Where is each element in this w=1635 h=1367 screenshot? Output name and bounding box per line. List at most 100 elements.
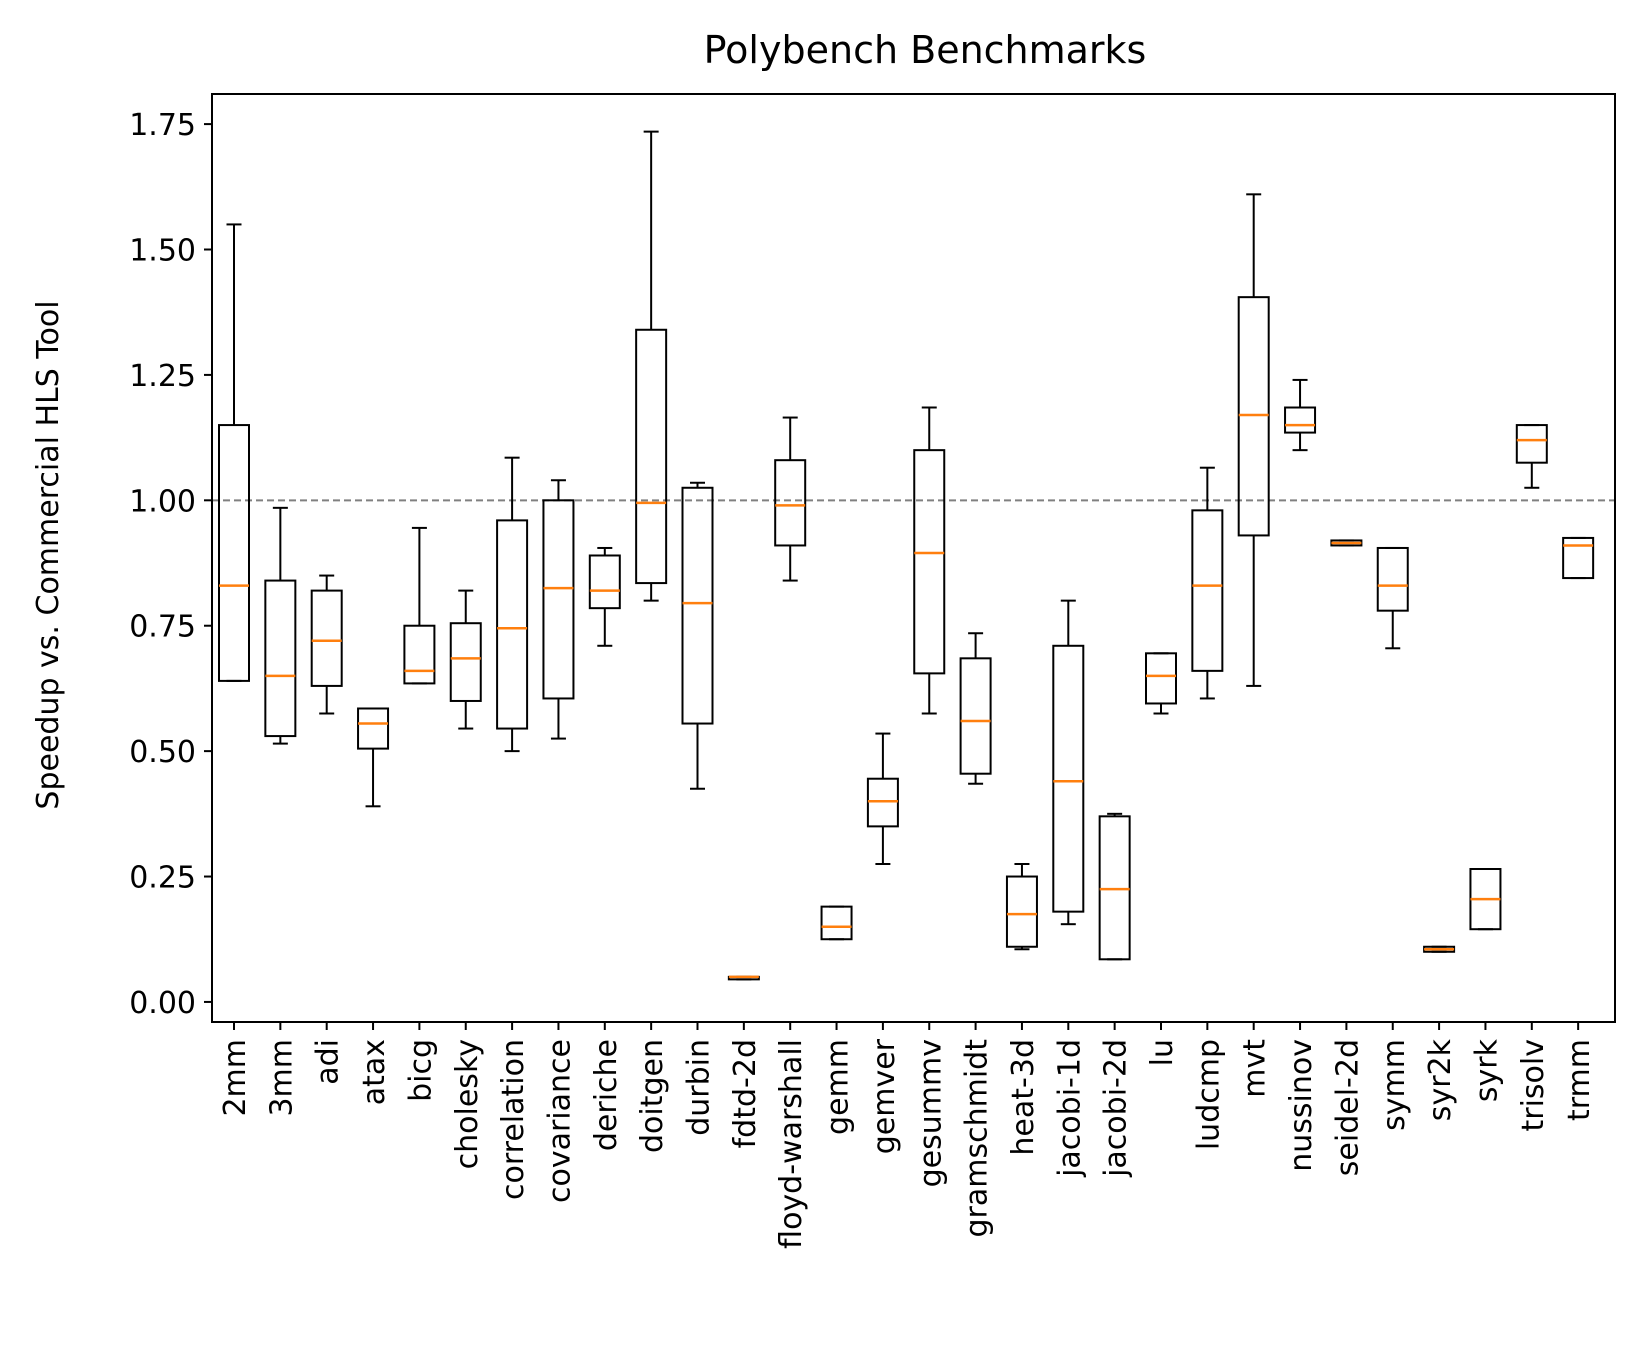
box-adi <box>310 574 343 715</box>
x-tick-label: gesummv <box>913 1039 948 1187</box>
y-tick-label: 1.00 <box>129 484 196 519</box>
box-body <box>820 905 853 941</box>
y-tick-label: 1.25 <box>129 359 196 394</box>
box-lu <box>1145 652 1177 715</box>
box-gramschmidt <box>959 632 992 785</box>
y-tick-label: 0.75 <box>129 610 196 645</box>
x-tick-label: jacobi-1d <box>1052 1039 1087 1178</box>
chart-title: Polybench Benchmarks <box>704 28 1147 72</box>
box-trisolv <box>1515 424 1548 489</box>
box-correlation <box>496 456 529 753</box>
x-tick-label: covariance <box>542 1039 577 1203</box>
box-durbin <box>681 481 714 790</box>
box-atax <box>357 707 390 808</box>
box-body <box>1562 536 1595 580</box>
x-tick-label: bicg <box>403 1039 438 1102</box>
x-tick-label: adi <box>311 1039 346 1085</box>
box-gesummv <box>913 406 946 715</box>
box-seidel-2d <box>1330 539 1363 547</box>
box-body <box>449 622 482 702</box>
box-3mm <box>264 506 297 745</box>
box-symm <box>1376 546 1409 650</box>
x-tick-label: correlation <box>496 1039 531 1200</box>
x-tick-label: durbin <box>682 1039 717 1136</box>
y-tick-label: 1.75 <box>129 108 196 143</box>
box-body <box>913 449 946 675</box>
box-gemver <box>866 732 899 865</box>
box-trmm <box>1562 536 1595 580</box>
x-tick-label: nussinov <box>1284 1039 1319 1172</box>
box-body <box>357 707 390 750</box>
box-body <box>1098 815 1131 961</box>
x-tick-label: fdtd-2d <box>728 1039 763 1148</box>
x-tick-label: trisolv <box>1516 1039 1551 1132</box>
box-body <box>1005 875 1038 948</box>
box-syr2k <box>1423 945 1456 953</box>
box-body <box>866 777 899 828</box>
box-heat-3d <box>1005 862 1038 951</box>
x-ticks-layer: 2mm 3mm adi atax bicg cholesky correlation cova… <box>218 1022 1597 1249</box>
x-tick-label: lu <box>1145 1039 1180 1066</box>
box-body <box>310 589 343 687</box>
box-body <box>1237 296 1270 537</box>
x-tick-label: jacobi-2d <box>1099 1039 1134 1178</box>
box-mvt <box>1237 193 1270 687</box>
x-tick-label: 3mm <box>264 1039 299 1117</box>
x-tick-label: floyd-warshall <box>774 1039 809 1249</box>
boxes-layer <box>218 130 1595 981</box>
y-tick-label: 0.25 <box>129 861 196 896</box>
plot-frame <box>211 93 1616 1023</box>
box-body <box>774 459 807 547</box>
box-body <box>403 624 436 685</box>
box-floyd-warshall <box>774 416 807 582</box>
box-doitgen <box>635 130 668 602</box>
y-ticks-layer: 0.00 0.25 0.50 0.75 1.00 1.25 1.50 1.75 <box>129 108 212 1021</box>
box-jacobi-2d <box>1098 812 1131 961</box>
box-covariance <box>542 479 575 740</box>
box-gemm <box>820 905 853 941</box>
x-tick-label: syr2k <box>1423 1038 1458 1121</box>
x-tick-label: mvt <box>1238 1039 1273 1098</box>
box-body <box>959 657 992 775</box>
box-2mm <box>218 223 250 682</box>
x-tick-label: cholesky <box>450 1039 485 1169</box>
box-syrk <box>1469 868 1502 931</box>
box-fdtd-2d <box>727 975 760 981</box>
x-tick-label: trmm <box>1562 1039 1597 1121</box>
box-body <box>588 554 621 610</box>
box-body <box>218 424 250 682</box>
x-tick-label: gemver <box>867 1038 902 1154</box>
box-body <box>1191 509 1224 672</box>
x-tick-label: syrk <box>1469 1038 1504 1102</box>
box-ludcmp <box>1191 466 1224 700</box>
y-tick-label: 1.50 <box>129 234 196 269</box>
box-deriche <box>588 546 621 647</box>
x-tick-label: gramschmidt <box>960 1039 995 1238</box>
box-jacobi-1d <box>1052 599 1085 926</box>
x-tick-label: deriche <box>589 1039 624 1151</box>
x-tick-label: doitgen <box>635 1039 670 1153</box>
x-tick-label: heat-3d <box>1006 1039 1041 1156</box>
x-tick-label: seidel-2d <box>1330 1039 1365 1176</box>
y-axis-label: Speedup vs. Commercial HLS Tool <box>31 300 66 809</box>
box-body <box>681 486 714 725</box>
y-tick-label: 0.50 <box>129 735 196 770</box>
y-tick-label: 0.00 <box>129 986 196 1021</box>
box-body <box>542 499 575 700</box>
x-tick-label: 2mm <box>218 1039 253 1117</box>
x-tick-label: atax <box>357 1039 392 1105</box>
box-body <box>1376 546 1409 612</box>
box-body <box>1284 406 1317 434</box>
x-tick-label: symm <box>1377 1039 1412 1131</box>
x-tick-label: ludcmp <box>1191 1039 1226 1150</box>
box-body <box>635 328 668 585</box>
box-body <box>1515 424 1548 464</box>
x-tick-label: gemm <box>821 1039 856 1135</box>
box-cholesky <box>449 589 482 730</box>
box-body <box>1145 652 1177 705</box>
box-body <box>496 519 529 730</box>
box-nussinov <box>1284 378 1317 452</box>
box-bicg <box>403 526 436 685</box>
